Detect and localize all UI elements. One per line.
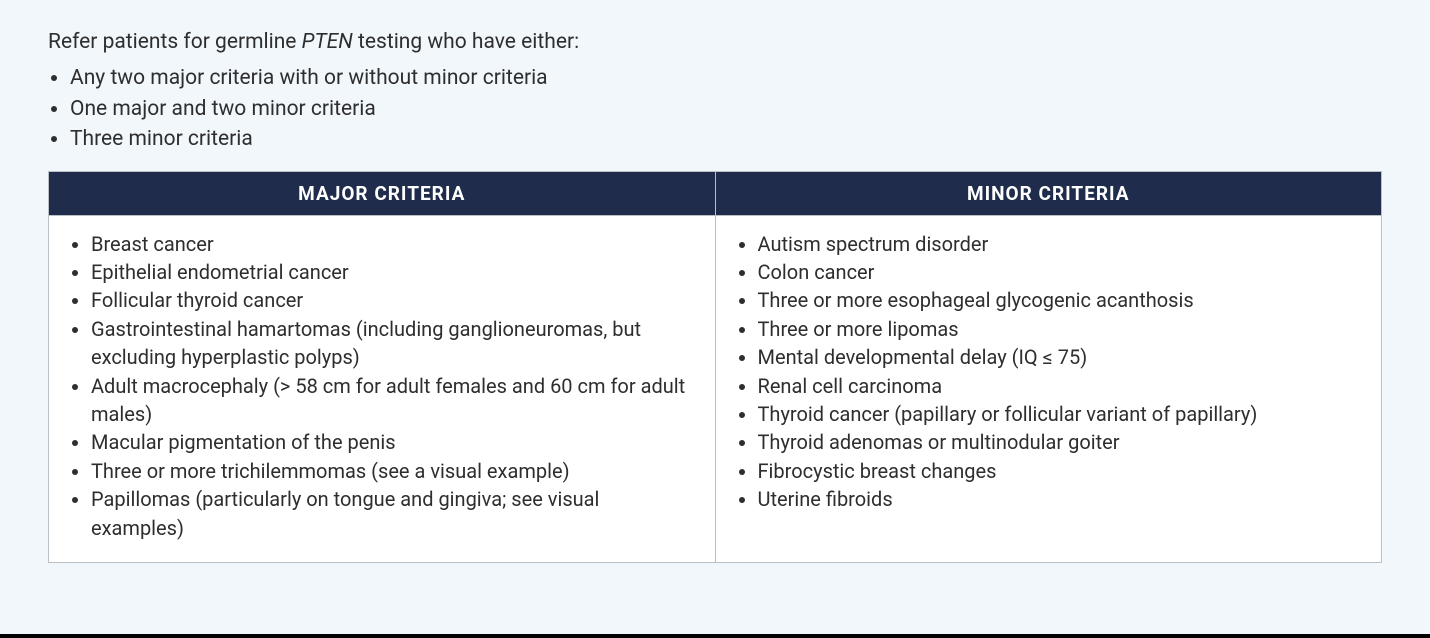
minor-item: Thyroid cancer (papillary or follicular … [758, 400, 1360, 428]
minor-item: Renal cell carcinoma [758, 372, 1360, 400]
major-item: Gastrointestinal hamartomas (including g… [91, 315, 693, 372]
page-container: Refer patients for germline PTEN testing… [0, 0, 1430, 638]
minor-item: Colon cancer [758, 258, 1360, 286]
major-header: MAJOR CRITERIA [49, 171, 716, 215]
major-criteria-cell: Breast cancer Epithelial endometrial can… [49, 215, 716, 562]
intro-suffix: testing who have either: [353, 30, 579, 54]
major-item: Adult macrocephaly (> 58 cm for adult fe… [91, 372, 693, 429]
minor-item: Uterine fibroids [758, 485, 1360, 513]
major-item: Three or more trichilemmomas (see a visu… [91, 457, 693, 485]
minor-header: MINOR CRITERIA [715, 171, 1382, 215]
minor-item: Three or more lipomas [758, 315, 1360, 343]
intro-condition: Any two major criteria with or without m… [70, 63, 1382, 93]
gene-name: PTEN [302, 30, 353, 54]
intro-conditions-list: Any two major criteria with or without m… [48, 63, 1382, 154]
intro-prefix: Refer patients for germline [48, 30, 302, 54]
minor-item: Fibrocystic breast changes [758, 457, 1360, 485]
major-item: Breast cancer [91, 230, 693, 258]
intro-condition: One major and two minor criteria [70, 94, 1382, 124]
major-item: Epithelial endometrial cancer [91, 258, 693, 286]
minor-item: Autism spectrum disorder [758, 230, 1360, 258]
minor-criteria-cell: Autism spectrum disorder Colon cancer Th… [715, 215, 1382, 562]
major-item: Follicular thyroid cancer [91, 286, 693, 314]
minor-item: Thyroid adenomas or multinodular goiter [758, 428, 1360, 456]
major-item: Macular pigmentation of the penis [91, 428, 693, 456]
criteria-table: MAJOR CRITERIA MINOR CRITERIA Breast can… [48, 171, 1382, 563]
minor-item: Three or more esophageal glycogenic acan… [758, 286, 1360, 314]
intro-condition: Three minor criteria [70, 124, 1382, 154]
major-item: Papillomas (particularly on tongue and g… [91, 485, 693, 542]
minor-criteria-list: Autism spectrum disorder Colon cancer Th… [738, 230, 1360, 514]
intro-sentence: Refer patients for germline PTEN testing… [48, 28, 1382, 57]
major-criteria-list: Breast cancer Epithelial endometrial can… [71, 230, 693, 542]
minor-item: Mental developmental delay (IQ ≤ 75) [758, 343, 1360, 371]
